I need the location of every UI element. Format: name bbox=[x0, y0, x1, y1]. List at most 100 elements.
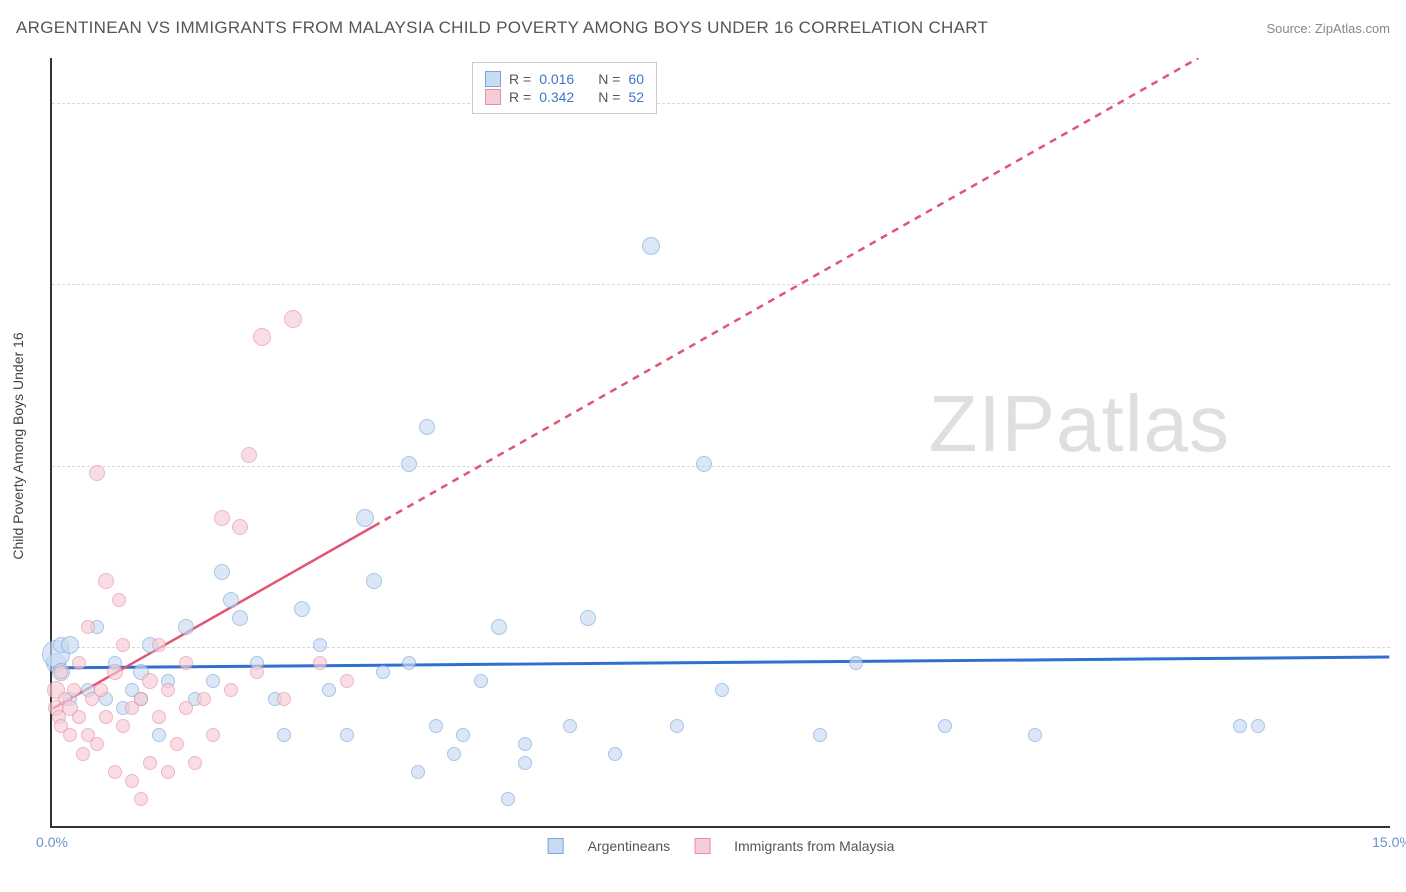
scatter-point bbox=[938, 719, 952, 733]
scatter-point bbox=[491, 619, 507, 635]
scatter-point bbox=[152, 638, 166, 652]
y-axis-label: Child Poverty Among Boys Under 16 bbox=[10, 332, 26, 559]
scatter-point bbox=[277, 728, 291, 742]
scatter-point bbox=[61, 636, 79, 654]
x-tick-label: 15.0% bbox=[1372, 834, 1406, 850]
scatter-point bbox=[214, 564, 230, 580]
series-label-1: Argentineans bbox=[588, 838, 671, 854]
scatter-point bbox=[340, 674, 354, 688]
gridline bbox=[52, 103, 1390, 104]
scatter-point bbox=[152, 710, 166, 724]
scatter-point bbox=[116, 719, 130, 733]
scatter-point bbox=[696, 456, 712, 472]
scatter-point bbox=[161, 765, 175, 779]
scatter-point bbox=[214, 510, 230, 526]
scatter-point bbox=[849, 656, 863, 670]
legend-row-series-1: R = 0.016 N = 60 bbox=[485, 71, 644, 87]
scatter-point bbox=[99, 710, 113, 724]
series-swatch-1 bbox=[548, 838, 564, 854]
scatter-point bbox=[161, 683, 175, 697]
series-legend: Argentineans Immigrants from Malaysia bbox=[548, 838, 895, 854]
scatter-point bbox=[54, 665, 68, 679]
legend-n-label-2: N = bbox=[598, 89, 620, 105]
scatter-point bbox=[376, 665, 390, 679]
scatter-point bbox=[563, 719, 577, 733]
trend-lines-layer bbox=[52, 58, 1390, 826]
scatter-point bbox=[518, 737, 532, 751]
scatter-point bbox=[232, 610, 248, 626]
legend-n-label-1: N = bbox=[598, 71, 620, 87]
scatter-point bbox=[277, 692, 291, 706]
scatter-point bbox=[81, 620, 95, 634]
scatter-point bbox=[134, 792, 148, 806]
scatter-point bbox=[142, 673, 158, 689]
scatter-point bbox=[313, 638, 327, 652]
scatter-point bbox=[179, 656, 193, 670]
scatter-point bbox=[223, 592, 239, 608]
watermark-bold: ZIP bbox=[929, 379, 1056, 468]
scatter-point bbox=[518, 756, 532, 770]
scatter-point bbox=[178, 619, 194, 635]
legend-row-series-2: R = 0.342 N = 52 bbox=[485, 89, 644, 105]
scatter-point bbox=[206, 674, 220, 688]
scatter-point bbox=[474, 674, 488, 688]
scatter-point bbox=[89, 465, 105, 481]
scatter-point bbox=[206, 728, 220, 742]
scatter-point bbox=[366, 573, 382, 589]
legend-r-value-1: 0.016 bbox=[539, 71, 574, 87]
x-tick-label: 0.0% bbox=[36, 834, 68, 850]
series-swatch-2 bbox=[694, 838, 710, 854]
scatter-point bbox=[134, 692, 148, 706]
scatter-point bbox=[253, 328, 271, 346]
scatter-point bbox=[447, 747, 461, 761]
scatter-point bbox=[170, 737, 184, 751]
scatter-point bbox=[402, 656, 416, 670]
legend-swatch-2 bbox=[485, 89, 501, 105]
scatter-point bbox=[112, 593, 126, 607]
scatter-point bbox=[116, 638, 130, 652]
scatter-point bbox=[429, 719, 443, 733]
scatter-point bbox=[125, 774, 139, 788]
scatter-point bbox=[411, 765, 425, 779]
source-attribution: Source: ZipAtlas.com bbox=[1266, 21, 1390, 36]
legend-n-value-1: 60 bbox=[628, 71, 644, 87]
scatter-point bbox=[67, 683, 81, 697]
scatter-point bbox=[322, 683, 336, 697]
watermark: ZIPatlas bbox=[929, 378, 1230, 470]
scatter-point bbox=[1233, 719, 1247, 733]
scatter-point bbox=[72, 710, 86, 724]
scatter-point bbox=[98, 573, 114, 589]
scatter-point bbox=[501, 792, 515, 806]
scatter-point bbox=[241, 447, 257, 463]
scatter-plot-area: ZIPatlas R = 0.016 N = 60 R = 0.342 N = … bbox=[50, 58, 1390, 828]
legend-r-value-2: 0.342 bbox=[539, 89, 574, 105]
gridline bbox=[52, 466, 1390, 467]
scatter-point bbox=[456, 728, 470, 742]
correlation-legend: R = 0.016 N = 60 R = 0.342 N = 52 bbox=[472, 62, 657, 114]
scatter-point bbox=[670, 719, 684, 733]
scatter-point bbox=[642, 237, 660, 255]
chart-title: ARGENTINEAN VS IMMIGRANTS FROM MALAYSIA … bbox=[16, 18, 988, 38]
scatter-point bbox=[72, 656, 86, 670]
scatter-point bbox=[232, 519, 248, 535]
scatter-point bbox=[108, 765, 122, 779]
scatter-point bbox=[294, 601, 310, 617]
scatter-point bbox=[76, 747, 90, 761]
gridline bbox=[52, 284, 1390, 285]
scatter-point bbox=[179, 701, 193, 715]
scatter-point bbox=[250, 665, 264, 679]
scatter-point bbox=[401, 456, 417, 472]
legend-r-label-1: R = bbox=[509, 71, 531, 87]
scatter-point bbox=[1251, 719, 1265, 733]
scatter-point bbox=[419, 419, 435, 435]
scatter-point bbox=[63, 728, 77, 742]
scatter-point bbox=[224, 683, 238, 697]
watermark-light: atlas bbox=[1056, 379, 1230, 468]
scatter-point bbox=[90, 737, 104, 751]
scatter-point bbox=[107, 664, 123, 680]
legend-r-label-2: R = bbox=[509, 89, 531, 105]
legend-n-value-2: 52 bbox=[628, 89, 644, 105]
scatter-point bbox=[152, 728, 166, 742]
scatter-point bbox=[580, 610, 596, 626]
scatter-point bbox=[313, 656, 327, 670]
